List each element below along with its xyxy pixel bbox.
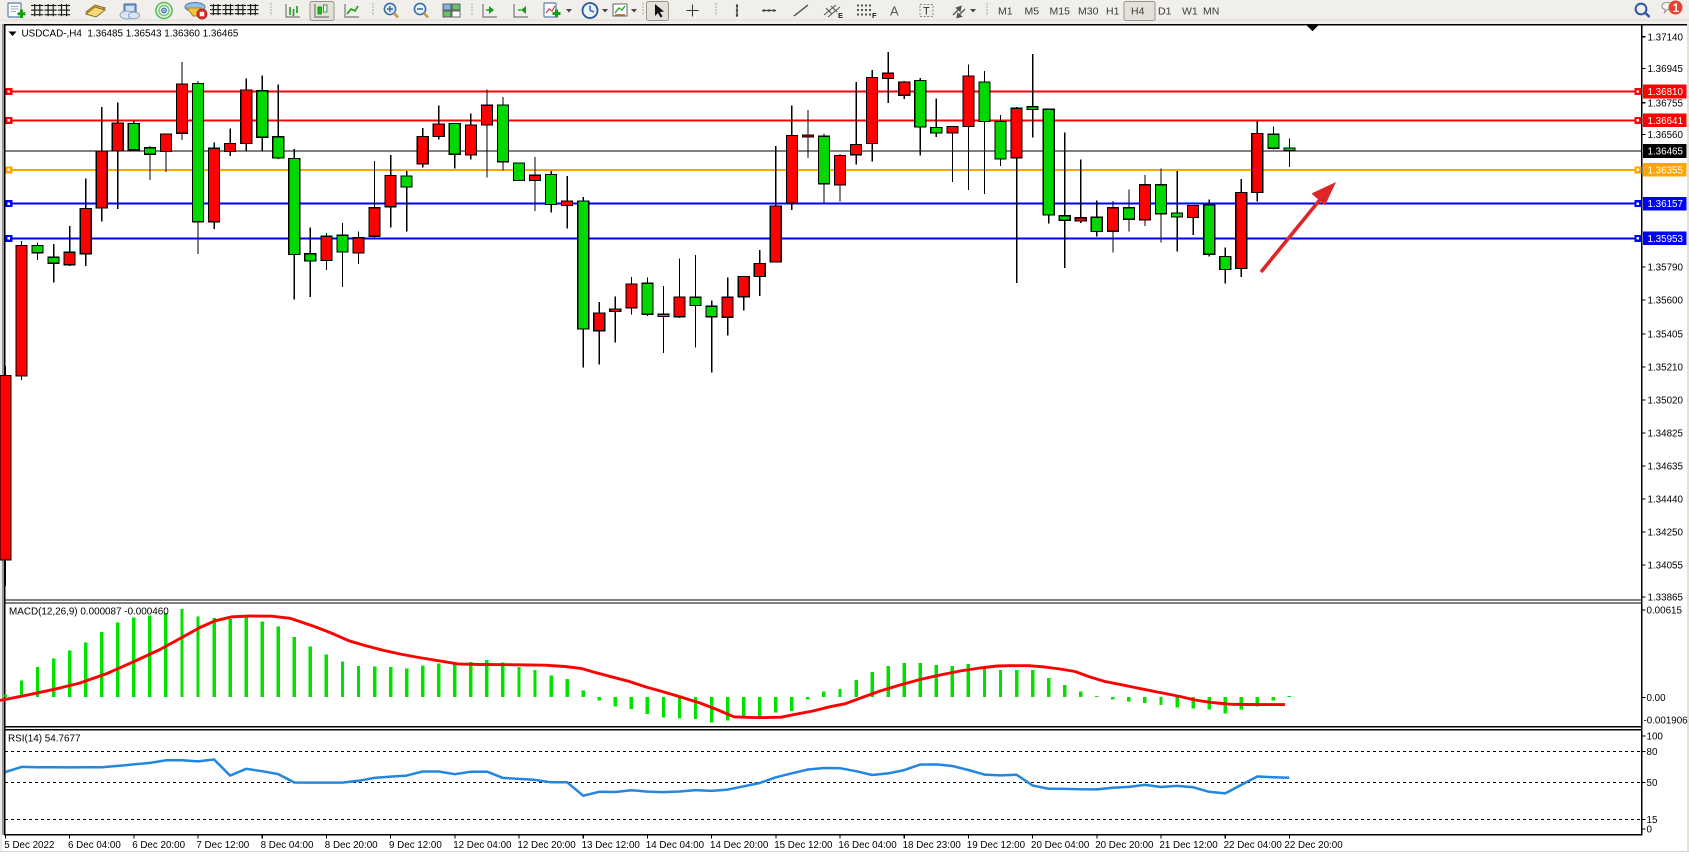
svg-text:20 Dec 20:00: 20 Dec 20:00 <box>1095 840 1154 851</box>
svg-text:1.36810: 1.36810 <box>1648 87 1684 98</box>
svg-text:T: T <box>923 6 930 18</box>
svg-text:1.35405: 1.35405 <box>1648 330 1684 341</box>
svg-text:1.36157: 1.36157 <box>1648 199 1683 210</box>
svg-text:22 Dec 20:00: 22 Dec 20:00 <box>1284 840 1343 851</box>
svg-text:1.34825: 1.34825 <box>1648 429 1684 440</box>
svg-text:1.36945: 1.36945 <box>1648 64 1684 75</box>
svg-text:1.36355: 1.36355 <box>1648 166 1684 177</box>
svg-text:50: 50 <box>1647 778 1658 789</box>
svg-text:1.36641: 1.36641 <box>1648 116 1683 127</box>
svg-text:19 Dec 12:00: 19 Dec 12:00 <box>967 840 1026 851</box>
svg-text:1.36465: 1.36465 <box>1648 147 1684 158</box>
svg-text:20 Dec 04:00: 20 Dec 04:00 <box>1031 840 1090 851</box>
svg-text:1.36755: 1.36755 <box>1648 98 1684 109</box>
svg-text:15 Dec 12:00: 15 Dec 12:00 <box>774 840 833 851</box>
svg-text:1.34250: 1.34250 <box>1648 528 1684 539</box>
svg-text:8 Dec 20:00: 8 Dec 20:00 <box>325 840 378 851</box>
svg-text:100: 100 <box>1647 732 1664 743</box>
svg-text:-0.001906: -0.001906 <box>1644 716 1689 727</box>
svg-text:1.35953: 1.35953 <box>1648 234 1684 245</box>
svg-text:1.33865: 1.33865 <box>1648 593 1684 604</box>
svg-text:USDCAD-,H4 1.36485 1.36543 1.: USDCAD-,H4 1.36485 1.36543 1.36360 1.364… <box>22 29 239 40</box>
svg-text:9 Dec 12:00: 9 Dec 12:00 <box>389 840 442 851</box>
svg-text:M15: M15 <box>1050 6 1071 18</box>
svg-text:15: 15 <box>1647 815 1658 826</box>
svg-text:A: A <box>890 4 899 19</box>
svg-text:6 Dec 04:00: 6 Dec 04:00 <box>68 840 121 851</box>
svg-text:1: 1 <box>1673 3 1680 15</box>
svg-text:14 Dec 04:00: 14 Dec 04:00 <box>646 840 705 851</box>
svg-text:E: E <box>838 11 843 20</box>
svg-text:0: 0 <box>1647 825 1653 836</box>
svg-text:D1: D1 <box>1158 6 1172 18</box>
svg-text:H4: H4 <box>1131 6 1145 18</box>
svg-text:1.34635: 1.34635 <box>1648 462 1684 473</box>
svg-text:5 Dec 2022: 5 Dec 2022 <box>4 840 54 851</box>
svg-text:21 Dec 12:00: 21 Dec 12:00 <box>1159 840 1218 851</box>
svg-text:MACD(12,26,9) 0.000087 -0.0004: MACD(12,26,9) 0.000087 -0.000460 <box>9 606 169 617</box>
svg-text:12 Dec 04:00: 12 Dec 04:00 <box>453 840 512 851</box>
svg-text:1.36560: 1.36560 <box>1648 130 1684 141</box>
svg-text:W1: W1 <box>1182 6 1198 18</box>
svg-text:7 Dec 12:00: 7 Dec 12:00 <box>196 840 249 851</box>
svg-text:18 Dec 23:00: 18 Dec 23:00 <box>903 840 962 851</box>
svg-text:22 Dec 04:00: 22 Dec 04:00 <box>1224 840 1283 851</box>
svg-text:F: F <box>872 11 877 20</box>
svg-text:H1: H1 <box>1106 6 1120 18</box>
svg-text:14 Dec 20:00: 14 Dec 20:00 <box>710 840 769 851</box>
svg-text:1.34440: 1.34440 <box>1648 495 1684 506</box>
svg-text:1.35210: 1.35210 <box>1648 363 1684 374</box>
svg-text:1.35020: 1.35020 <box>1648 396 1684 407</box>
svg-text:RSI(14) 54.7677: RSI(14) 54.7677 <box>8 734 80 745</box>
svg-text:1.35790: 1.35790 <box>1648 263 1684 274</box>
svg-text:13 Dec 12:00: 13 Dec 12:00 <box>582 840 641 851</box>
svg-text:0.00: 0.00 <box>1647 693 1667 704</box>
svg-text:0.00615: 0.00615 <box>1647 606 1683 617</box>
svg-text:M1: M1 <box>998 6 1013 18</box>
svg-text:M30: M30 <box>1078 6 1099 18</box>
svg-text:12 Dec 20:00: 12 Dec 20:00 <box>517 840 576 851</box>
svg-text:6 Dec 20:00: 6 Dec 20:00 <box>132 840 185 851</box>
svg-text:1.37140: 1.37140 <box>1648 32 1684 43</box>
svg-text:M5: M5 <box>1025 6 1040 18</box>
svg-text:1.34055: 1.34055 <box>1648 561 1684 572</box>
svg-text:16 Dec 04:00: 16 Dec 04:00 <box>838 840 897 851</box>
svg-text:8 Dec 04:00: 8 Dec 04:00 <box>261 840 314 851</box>
svg-text:80: 80 <box>1647 747 1658 758</box>
svg-text:MN: MN <box>1203 6 1219 18</box>
svg-text:1.35600: 1.35600 <box>1648 296 1684 307</box>
